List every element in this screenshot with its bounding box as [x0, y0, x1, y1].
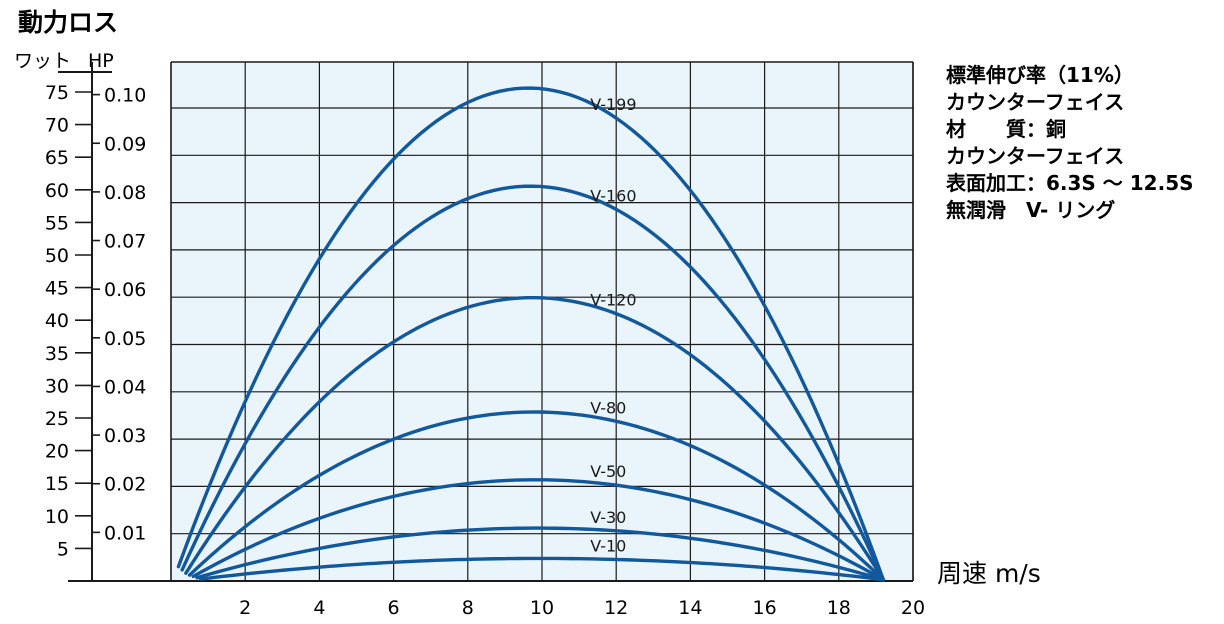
- y-tick-hp-label: 0.06: [104, 279, 146, 301]
- note-line: カウンターフェイス: [946, 90, 1124, 114]
- y-tick-watt-label: 20: [45, 441, 69, 463]
- y-tick-watt-label: 45: [45, 278, 69, 300]
- y-tick-hp-label: 0.03: [104, 425, 146, 447]
- y-tick-watt-label: 25: [45, 408, 69, 430]
- y-tick-hp-label: 0.09: [104, 133, 146, 155]
- y-tick-hp-label: 0.02: [104, 474, 146, 496]
- x-tick-label: 6: [388, 597, 400, 619]
- series-label-v-80: V-80: [590, 398, 626, 417]
- x-tick-label: 2: [239, 597, 251, 619]
- x-tick-label: 8: [462, 597, 474, 619]
- y-tick-hp-label: 0.01: [104, 522, 146, 544]
- series-curve-v-160: [180, 184, 886, 582]
- y-tick-watt-label: 65: [45, 147, 69, 169]
- y-tick-watt-label: 35: [45, 343, 69, 365]
- series-curve-v-120: [184, 295, 886, 582]
- y-tick-watt-label: 60: [45, 180, 69, 202]
- y-tick-watt-label: 5: [57, 538, 69, 560]
- series-label-v-120: V-120: [590, 291, 636, 310]
- series-labels: V-199 V-160 V-120 V-80 V-50 V-30 V-10: [590, 95, 636, 555]
- series-curve-v-30: [195, 526, 886, 582]
- y-tick-watt-label: 10: [45, 506, 69, 528]
- x-tick-label: 14: [678, 597, 702, 619]
- y-unit-left: ワット: [14, 50, 71, 72]
- y-tick-watt-label: 50: [45, 245, 69, 267]
- x-tick-label: 18: [827, 597, 851, 619]
- y-tick-hp-label: 0.04: [104, 376, 146, 398]
- x-tick-label: 20: [901, 597, 925, 619]
- y-tick-hp-label: 0.05: [104, 328, 146, 350]
- x-tick-label: 10: [530, 597, 554, 619]
- x-axis-label: 周速 m/s: [937, 559, 1041, 588]
- y-tick-watt-label: 30: [45, 375, 69, 397]
- series-curve-v-10: [198, 556, 886, 582]
- chart-title: 動力ロス: [18, 8, 118, 37]
- y-tick-hp-label: 0.08: [104, 182, 146, 204]
- y-tick-watt-label: 75: [45, 82, 69, 104]
- y-tick-watt-label: 15: [45, 473, 69, 495]
- x-axis-ticks: 2 4 6 8 10 12 14 16 18 20: [239, 597, 925, 619]
- y-tick-watt-label: 55: [45, 212, 69, 234]
- axes: [58, 62, 913, 582]
- series-label-v-160: V-160: [590, 186, 636, 205]
- y-tick-hp-label: 0.07: [104, 231, 146, 253]
- note-line: 無潤滑 V- リング: [946, 198, 1115, 222]
- curves: [176, 86, 886, 582]
- y-tick-watt-label: 40: [45, 310, 69, 332]
- x-tick-label: 12: [604, 597, 628, 619]
- series-curve-v-199: [176, 86, 886, 582]
- y-tick-watt-label: 70: [45, 115, 69, 137]
- series-curve-v-50: [191, 478, 886, 582]
- y-tick-hp-label: 0.10: [104, 85, 146, 107]
- note-line: カウンターフェイス: [946, 144, 1124, 168]
- note-line: 材 質：銅: [946, 117, 1066, 141]
- y-axis-hp-ticks: 0.01 0.02 0.03 0.04 0.05 0.06 0.07 0.08 0.09 0.10: [92, 85, 146, 544]
- series-curve-v-80: [187, 410, 886, 582]
- x-tick-label: 16: [753, 597, 777, 619]
- grid-lines: [170, 61, 914, 581]
- note-line: 標準伸び率（11%）: [946, 63, 1134, 87]
- y-unit-right: HP: [88, 50, 114, 72]
- series-label-v-10: V-10: [590, 536, 626, 555]
- y-axis-watt-ticks: 5 10 15 20 25 30 35 40 45 50 55 60 65 70 75: [45, 82, 92, 560]
- series-label-v-199: V-199: [590, 95, 636, 114]
- x-tick-label: 4: [313, 597, 325, 619]
- spec-notes: 標準伸び率（11%） カウンターフェイス 材 質：銅 カウンターフェイス 表面加…: [946, 63, 1194, 222]
- note-line: 表面加工：6.3S ～ 12.5S: [946, 171, 1194, 195]
- series-label-v-30: V-30: [590, 508, 626, 527]
- series-label-v-50: V-50: [590, 462, 626, 481]
